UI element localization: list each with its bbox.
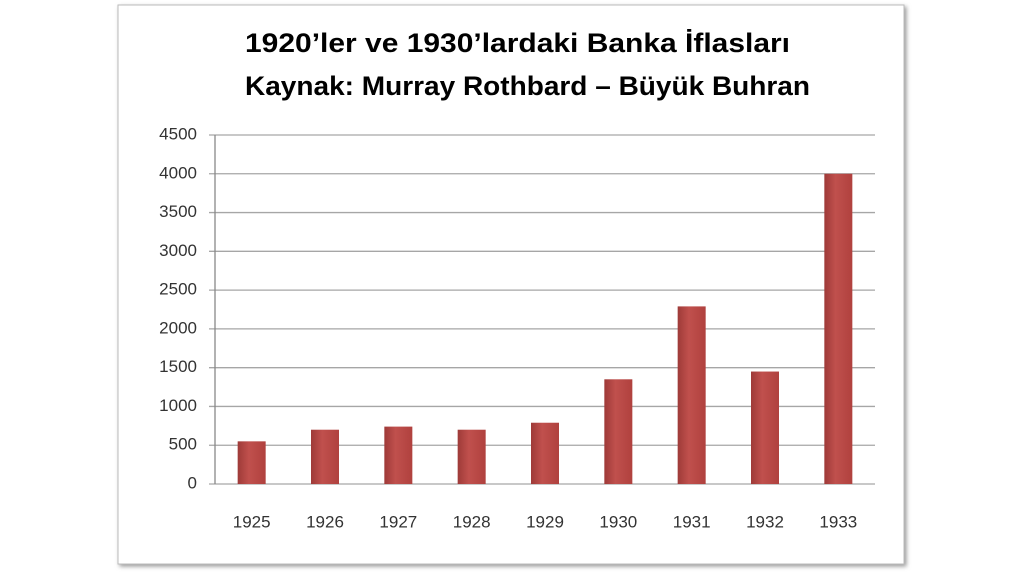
chart-title: 1920’ler ve 1930’lardaki Banka İflasları	[245, 28, 790, 58]
chart-subtitle: Kaynak: Murray Rothbard – Büyük Buhran	[245, 71, 810, 101]
y-tick-label: 3000	[159, 241, 197, 260]
y-tick-label: 3500	[159, 202, 197, 221]
bar	[384, 426, 413, 484]
bar	[457, 429, 486, 484]
x-tick-label: 1932	[746, 512, 784, 531]
bar	[604, 379, 633, 484]
bar	[311, 429, 339, 484]
bar	[531, 422, 559, 484]
bar	[677, 306, 706, 484]
x-tick-label: 1933	[819, 512, 857, 531]
y-tick-label: 4500	[159, 124, 197, 143]
bar	[824, 173, 853, 484]
y-tick-label: 0	[188, 473, 197, 492]
x-tick-label: 1929	[526, 512, 564, 531]
x-tick-label: 1925	[233, 512, 271, 531]
y-tick-label: 500	[169, 435, 197, 454]
y-tick-label: 1500	[159, 357, 197, 376]
y-tick-label: 2500	[159, 280, 197, 299]
x-tick-label: 1930	[599, 512, 637, 531]
x-tick-label: 1931	[673, 512, 711, 531]
x-tick-label: 1928	[453, 512, 491, 531]
bar	[751, 371, 779, 484]
x-tick-label: 1926	[306, 512, 344, 531]
y-tick-label: 2000	[159, 318, 197, 337]
y-tick-label: 1000	[159, 396, 197, 415]
x-tick-label: 1927	[379, 512, 417, 531]
y-tick-label: 4000	[159, 163, 197, 182]
bar	[237, 441, 266, 484]
